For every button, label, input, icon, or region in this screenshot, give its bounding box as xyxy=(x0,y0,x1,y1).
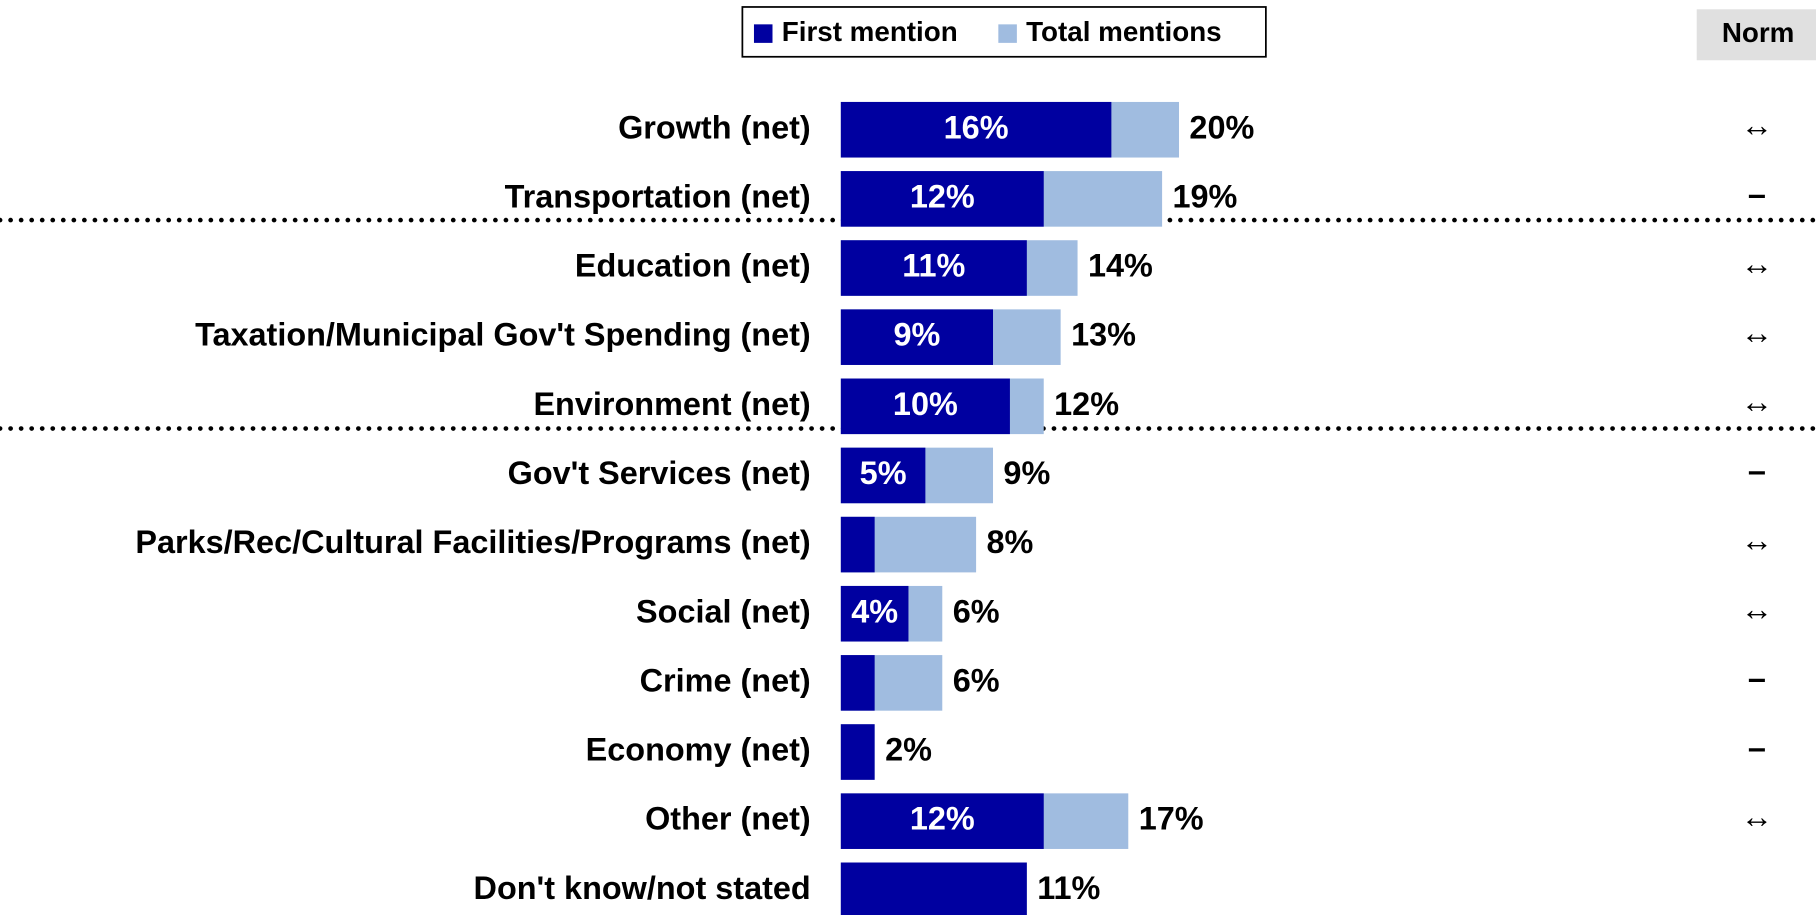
bar xyxy=(840,516,875,573)
bar xyxy=(840,101,1112,158)
value-label: 4% xyxy=(851,593,898,629)
bar xyxy=(840,724,875,780)
bar xyxy=(840,793,1044,849)
category-label: Other (net) xyxy=(645,801,811,837)
category-label: Don't know/not stated xyxy=(474,870,811,906)
bar xyxy=(840,309,994,365)
value-label: 14% xyxy=(1088,248,1153,284)
norm-symbol: ↔ xyxy=(1741,384,1773,420)
norm-symbol: – xyxy=(1748,176,1766,212)
value-label: 8% xyxy=(987,524,1034,560)
value-label: 13% xyxy=(1071,317,1136,353)
value-label: 12% xyxy=(1054,386,1119,422)
legend-swatch xyxy=(753,24,773,43)
bar xyxy=(840,655,875,711)
value-label: 19% xyxy=(1173,178,1238,214)
norm-header-box xyxy=(1696,9,1816,61)
value-label: 20% xyxy=(1189,109,1254,145)
norm-symbol: ↔ xyxy=(1741,314,1773,350)
value-label: 17% xyxy=(1139,801,1204,837)
legend-swatch xyxy=(998,24,1017,43)
norm-symbol: ↔ xyxy=(1741,107,1773,143)
bar xyxy=(840,585,909,642)
bar xyxy=(840,240,1027,296)
value-label: 12% xyxy=(910,801,975,837)
norm-symbol: ↔ xyxy=(1741,522,1773,558)
value-label: 6% xyxy=(953,662,1000,698)
category-label: Taxation/Municipal Gov't Spending (net) xyxy=(195,317,811,353)
category-label: Economy (net) xyxy=(586,732,811,768)
category-label: Growth (net) xyxy=(618,109,811,145)
value-label: 16% xyxy=(944,109,1009,145)
value-label: 9% xyxy=(893,317,940,353)
norm-symbol: – xyxy=(1748,729,1766,765)
category-label: Transportation (net) xyxy=(505,178,811,214)
category-label: Environment (net) xyxy=(533,386,810,422)
norm-symbol: ↔ xyxy=(1741,591,1773,627)
value-label: 11% xyxy=(902,248,965,284)
legend-label: Total mentions xyxy=(1026,16,1222,47)
category-label: Gov't Services (net) xyxy=(508,455,811,491)
norm-symbol: ↔ xyxy=(1741,798,1773,834)
category-label: Social (net) xyxy=(636,593,811,629)
value-label: 12% xyxy=(910,178,975,214)
value-label: 6% xyxy=(953,593,1000,629)
norm-header: Norm xyxy=(1722,17,1795,48)
category-label: Crime (net) xyxy=(640,662,811,698)
bar xyxy=(840,447,926,504)
norm-symbol: – xyxy=(1748,660,1766,696)
norm-symbol: ↔ xyxy=(1741,245,1773,281)
category-label: Parks/Rec/Cultural Facilities/Programs (… xyxy=(135,524,810,560)
value-label: 10% xyxy=(893,386,958,422)
value-label: 9% xyxy=(1003,455,1050,491)
bar xyxy=(840,171,1044,227)
legend-label: First mention xyxy=(782,16,958,47)
category-label: Education (net) xyxy=(575,248,811,284)
bar xyxy=(840,862,1027,915)
value-label: 11% xyxy=(1037,870,1100,906)
value-label: 5% xyxy=(860,455,907,491)
bar xyxy=(840,378,1010,435)
norm-symbol: – xyxy=(1748,453,1766,489)
value-label: 2% xyxy=(885,732,932,768)
